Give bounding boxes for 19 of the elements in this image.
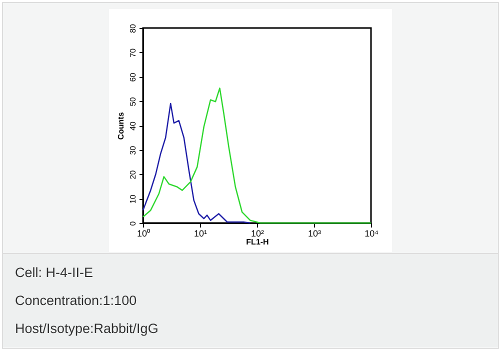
y-tick-label: 10: [128, 194, 138, 204]
y-tick-label: 20: [128, 170, 138, 180]
text: Host/Isotype:Rabbit/IgG: [14, 320, 160, 338]
y-tick-label: 40: [128, 121, 138, 130]
x-tick-label: 10⁰: [136, 228, 150, 238]
x-tick-label: 10³: [308, 228, 322, 238]
y-tick-label: 70: [128, 48, 138, 58]
y-tick-label: 80: [128, 24, 138, 33]
text: Cell: H-4-II-E: [14, 264, 94, 282]
x-tick-label: 10²: [250, 228, 264, 238]
x-axis-title: FL1-H: [246, 238, 270, 246]
y-tick-label: 60: [128, 72, 138, 82]
y-tick-label: 50: [128, 96, 138, 106]
y-axis-title: Counts: [116, 112, 126, 140]
x-tick-label: 10¹: [194, 228, 208, 238]
y-tick-label: 0: [128, 220, 138, 226]
text: Concentration:1:100: [14, 292, 138, 310]
x-tick-label: 10⁴: [364, 228, 379, 238]
y-tick-label: 30: [128, 145, 138, 155]
